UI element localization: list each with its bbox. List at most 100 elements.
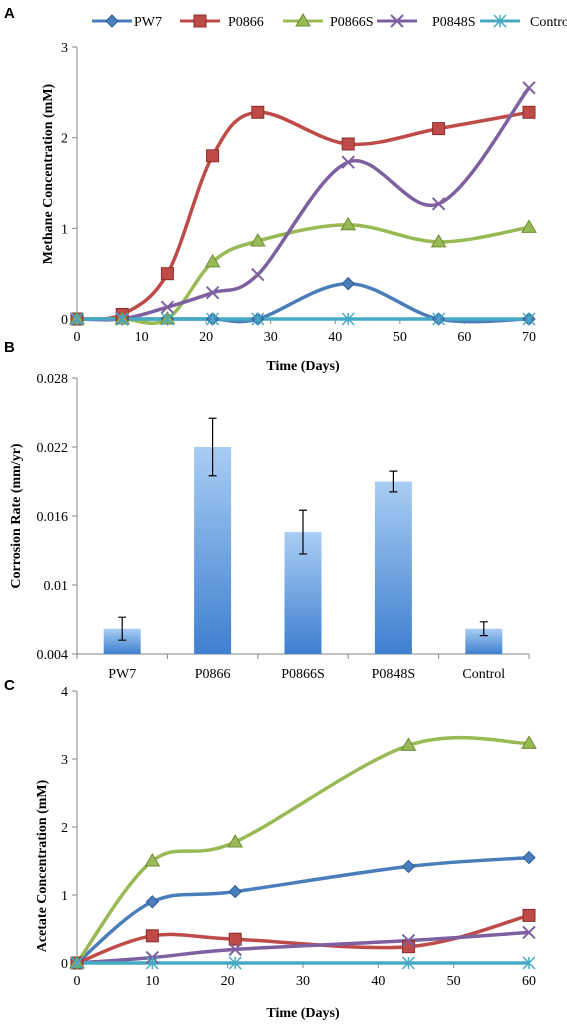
- legend-label-p0866: P0866: [228, 15, 264, 30]
- x-tick-label: 60: [522, 974, 536, 989]
- x-tick-label: 70: [522, 330, 536, 345]
- acetate-y-axis-title: Acetate Concentration (mM): [35, 779, 50, 952]
- data-point-p0866: [251, 105, 265, 119]
- y-tick-label: 3: [61, 41, 68, 56]
- data-point-p0848s: [160, 300, 175, 314]
- legend-label-p0866s: P0866S: [330, 15, 374, 30]
- y-tick-label: 0: [61, 313, 68, 328]
- data-point-p0866: [341, 137, 355, 151]
- data-point-pw7: [522, 850, 536, 865]
- x-tick-label: 60: [457, 330, 471, 345]
- panel-label-c: C: [4, 677, 15, 694]
- data-point-control: [160, 312, 174, 326]
- corrosion-y-axis-title: Corrosion Rate (mm/yr): [9, 443, 24, 588]
- bar-p0848s: [374, 481, 412, 654]
- series-line-p0848s: [76, 86, 531, 322]
- x-tick-label: 20: [199, 330, 213, 345]
- data-point-p0848s: [228, 942, 242, 957]
- category-label-p0848s: P0848S: [372, 667, 416, 682]
- data-point-control: [206, 312, 220, 326]
- series-line-p0866s: [76, 222, 530, 325]
- x-tick-label: 0: [74, 974, 81, 989]
- acetate-x-axis-title: Time (Days): [266, 1006, 340, 1021]
- data-point-p0866: [522, 908, 536, 922]
- x-tick-label: 30: [264, 330, 278, 345]
- series-line-p0848s: [76, 930, 530, 965]
- data-point-p0848s: [341, 155, 355, 169]
- corrosion-chart: Corrosion Rate (mm/yr) 0.004 0.01 0.016 0.0…: [9, 372, 530, 682]
- panel-label-b: B: [4, 339, 15, 356]
- data-point-control: [70, 956, 84, 970]
- data-point-p0848s: [522, 81, 536, 95]
- data-point-pw7: [145, 895, 160, 909]
- error-bar-p0866s: [299, 509, 307, 555]
- series-line-p0866s: [75, 735, 530, 965]
- data-point-p0866s: [144, 853, 161, 867]
- legend-marker-control: [493, 14, 507, 28]
- data-point-p0866s: [227, 833, 244, 848]
- series-line-pw7: [75, 855, 530, 965]
- data-point-control: [115, 312, 129, 326]
- error-bar-p0866: [208, 417, 217, 477]
- data-point-p0866: [401, 940, 415, 954]
- x-tick-label: 10: [145, 974, 159, 989]
- legend-marker-p0866s: [295, 13, 311, 27]
- data-point-p0866: [432, 122, 446, 136]
- y-tick-label: 1: [61, 889, 68, 904]
- bar-p0866: [194, 447, 232, 654]
- y-tick-label: 0.028: [37, 372, 69, 387]
- y-tick-label: 0.022: [37, 441, 69, 456]
- data-point-control: [228, 956, 242, 970]
- x-tick-label: 0: [74, 330, 81, 345]
- y-tick-label: 2: [61, 821, 68, 836]
- data-point-p0866s: [204, 253, 221, 268]
- data-point-p0866s: [249, 233, 266, 247]
- data-point-p0848s: [205, 285, 220, 300]
- legend-marker-pw7: [105, 14, 119, 28]
- y-tick-label: 1: [61, 222, 68, 237]
- data-point-p0866: [160, 267, 174, 281]
- data-point-control: [70, 312, 84, 326]
- data-point-control: [401, 956, 415, 970]
- error-bar-pw7: [118, 616, 127, 641]
- category-label-p0866: P0866: [195, 667, 231, 682]
- y-tick-label: 4: [61, 685, 68, 700]
- x-tick-label: 20: [221, 974, 235, 989]
- methane-y-axis-title: Methane Concentration (mM): [41, 83, 56, 264]
- legend-marker-p0866: [193, 14, 207, 28]
- data-point-p0866s: [521, 735, 537, 749]
- data-point-p0866s: [521, 219, 537, 233]
- data-point-pw7: [341, 276, 355, 291]
- legend: PW7 P0866 P0866S P0848S Control: [92, 13, 567, 30]
- y-tick-label: 3: [61, 753, 68, 768]
- data-point-p0866: [206, 149, 220, 163]
- y-tick-label: 0: [61, 957, 68, 972]
- data-point-control: [522, 956, 536, 970]
- data-point-control: [341, 312, 355, 326]
- category-label-p0866s: P0866S: [281, 667, 325, 682]
- data-point-pw7: [228, 884, 242, 899]
- data-point-pw7: [401, 859, 416, 874]
- x-tick-label: 40: [328, 330, 342, 345]
- methane-x-axis-title: Time (Days): [266, 359, 340, 374]
- data-point-p0866s: [400, 737, 417, 751]
- panel-label-a: A: [4, 5, 15, 22]
- data-point-p0848s: [431, 197, 446, 211]
- data-point-control: [522, 312, 536, 326]
- data-point-p0866: [522, 105, 536, 119]
- data-point-control: [251, 312, 265, 326]
- data-point-p0866: [228, 932, 242, 946]
- category-label-control: Control: [462, 667, 505, 682]
- y-tick-label: 2: [61, 132, 68, 147]
- x-tick-label: 40: [371, 974, 385, 989]
- error-bar-p0848s: [389, 470, 398, 493]
- x-tick-label: 30: [296, 974, 310, 989]
- data-point-p0848s: [522, 925, 536, 940]
- y-tick-label: 0.01: [44, 579, 69, 594]
- legend-label-p0848s: P0848S: [432, 15, 476, 30]
- x-tick-label: 10: [135, 330, 149, 345]
- data-point-control: [145, 956, 159, 970]
- legend-marker-p0848s: [390, 14, 404, 28]
- data-point-p0848s: [251, 267, 265, 282]
